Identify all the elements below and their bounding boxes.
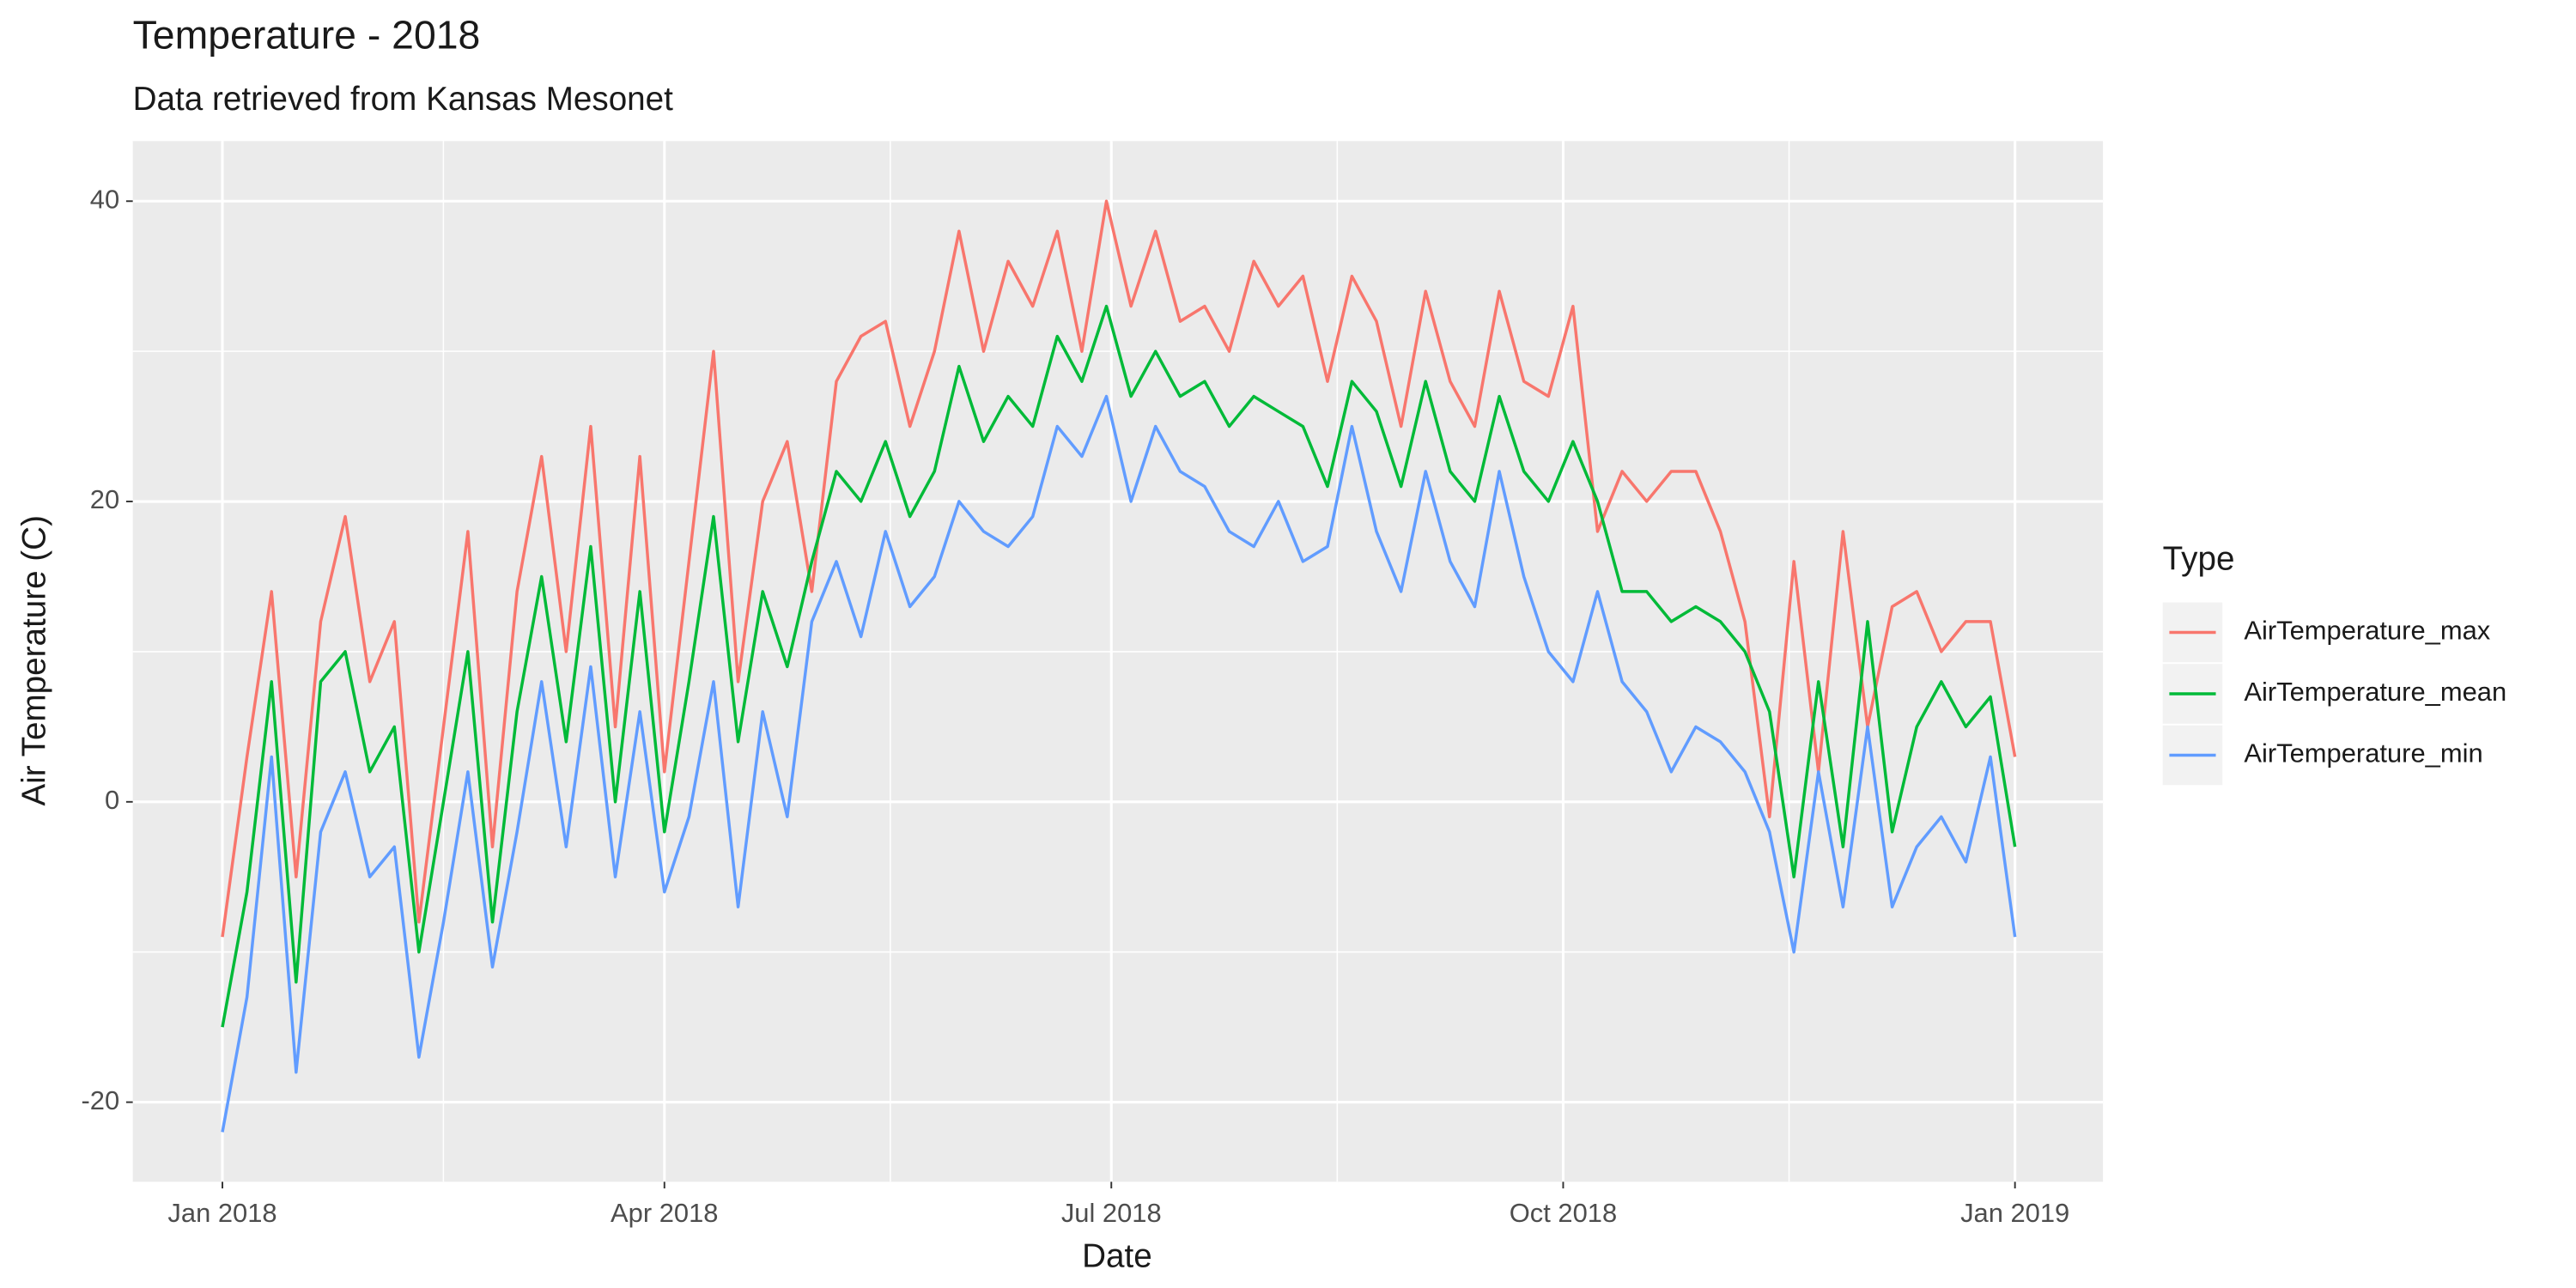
x-tick-label: Jul 2018 xyxy=(1061,1198,1162,1228)
chart-subtitle: Data retrieved from Kansas Mesonet xyxy=(133,81,674,118)
x-axis-label: Date xyxy=(1082,1237,1152,1274)
legend-title: Type xyxy=(2163,541,2235,578)
chart-title: Temperature - 2018 xyxy=(133,13,481,58)
y-tick-label: 20 xyxy=(90,484,119,514)
y-tick-label: 0 xyxy=(105,785,119,815)
series-line xyxy=(221,304,2017,1028)
plot-panel xyxy=(132,141,2104,1182)
legend-label: AirTemperature_min xyxy=(2244,738,2482,769)
legend-label: AirTemperature_mean xyxy=(2244,677,2506,707)
series-line xyxy=(221,394,2017,1133)
x-tick-label: Jan 2018 xyxy=(167,1198,276,1228)
x-tick-label: Jan 2019 xyxy=(1960,1198,2069,1228)
y-tick-label: 40 xyxy=(90,184,119,214)
x-tick-label: Oct 2018 xyxy=(1510,1198,1617,1228)
y-tick-label: -20 xyxy=(82,1085,120,1115)
y-axis-label: Air Temperature (C) xyxy=(16,515,53,806)
x-tick-label: Apr 2018 xyxy=(611,1198,718,1228)
legend-label: AirTemperature_max xyxy=(2244,616,2490,646)
series-line xyxy=(221,199,2017,938)
